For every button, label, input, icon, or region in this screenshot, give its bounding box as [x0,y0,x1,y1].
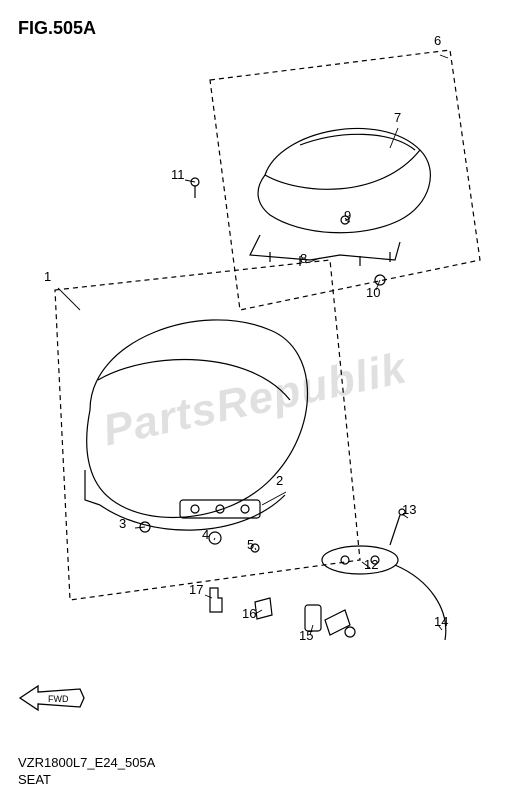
footer-name: SEAT [18,772,51,787]
callout-13: 13 [402,502,416,517]
plate-2 [180,500,260,518]
callout-16: 16 [242,606,256,621]
callout-12: 12 [364,557,378,572]
callout-11: 11 [171,167,185,182]
bounding-box-lower [55,260,360,600]
callout-14: 14 [434,614,448,629]
bounding-box-upper [210,50,480,310]
rear-seat-bracket [250,235,400,266]
callout-9: 9 [344,208,351,223]
callout-4: 4 [202,527,209,542]
callout-1: 1 [44,269,51,284]
fwd-label: FWD [48,694,69,704]
page-root: FIG.505A [0,0,509,800]
callout-5: 5 [247,537,254,552]
callout-3: 3 [119,516,126,531]
fwd-arrow: FWD [18,680,88,716]
callout-2: 2 [276,473,283,488]
footer-code: VZR1800L7_E24_505A [18,755,155,770]
callout-15: 15 [299,628,313,643]
clip-16 [255,598,272,619]
callout-17: 17 [189,582,203,597]
callout-7: 7 [394,110,401,125]
callout-10: 10 [366,285,380,300]
callout-8: 8 [300,251,307,266]
callout-6: 6 [434,33,441,48]
clip-17 [210,588,222,612]
